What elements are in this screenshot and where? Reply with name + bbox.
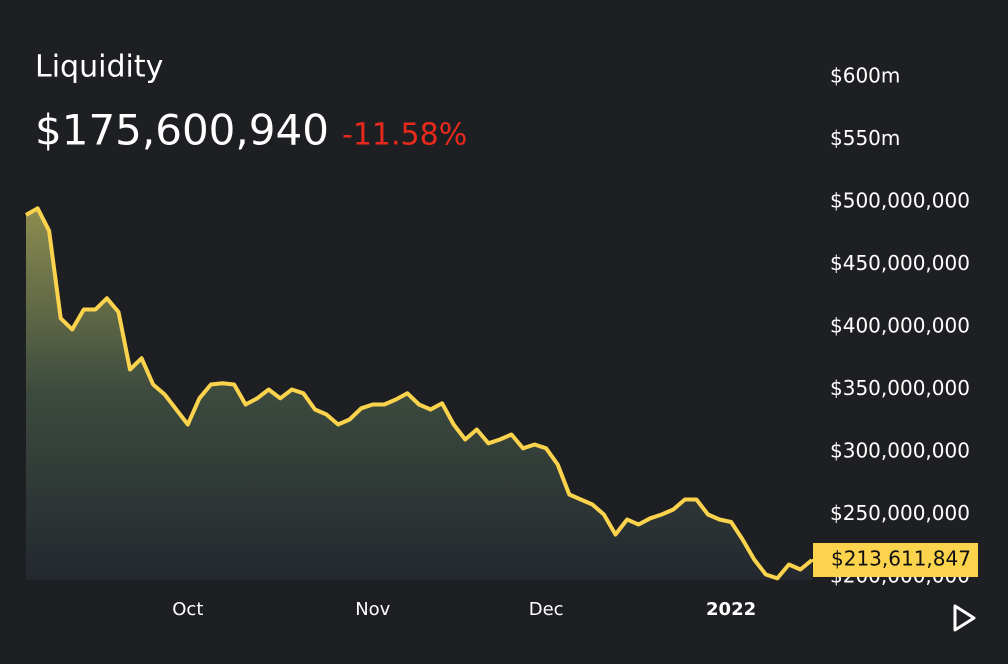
x-tick-label: Oct [172,599,203,620]
y-tick-label: $400,000,000 [830,314,970,338]
current-value: $175,600,940 [35,106,329,155]
y-tick-label: $600m [830,64,900,88]
x-tick-label: 2022 [706,599,756,620]
y-tick-label: $300,000,000 [830,439,970,463]
x-tick-label: Nov [355,599,390,620]
y-tick-label: $250,000,000 [830,501,970,525]
chart-title: Liquidity [35,50,163,85]
y-tick-label: $500,000,000 [830,189,970,213]
line [24,206,814,581]
play-button[interactable] [953,604,976,632]
y-tick-label: $350,000,000 [830,376,970,400]
area-fill [26,208,812,581]
price-label: $213,611,847 [831,546,971,570]
y-tick-label: $550m [830,126,900,150]
price-tag [813,542,978,577]
y-tick-label: $450,000,000 [830,251,970,275]
change: -11.58% [342,118,467,153]
x-tick-label: Dec [529,599,564,620]
